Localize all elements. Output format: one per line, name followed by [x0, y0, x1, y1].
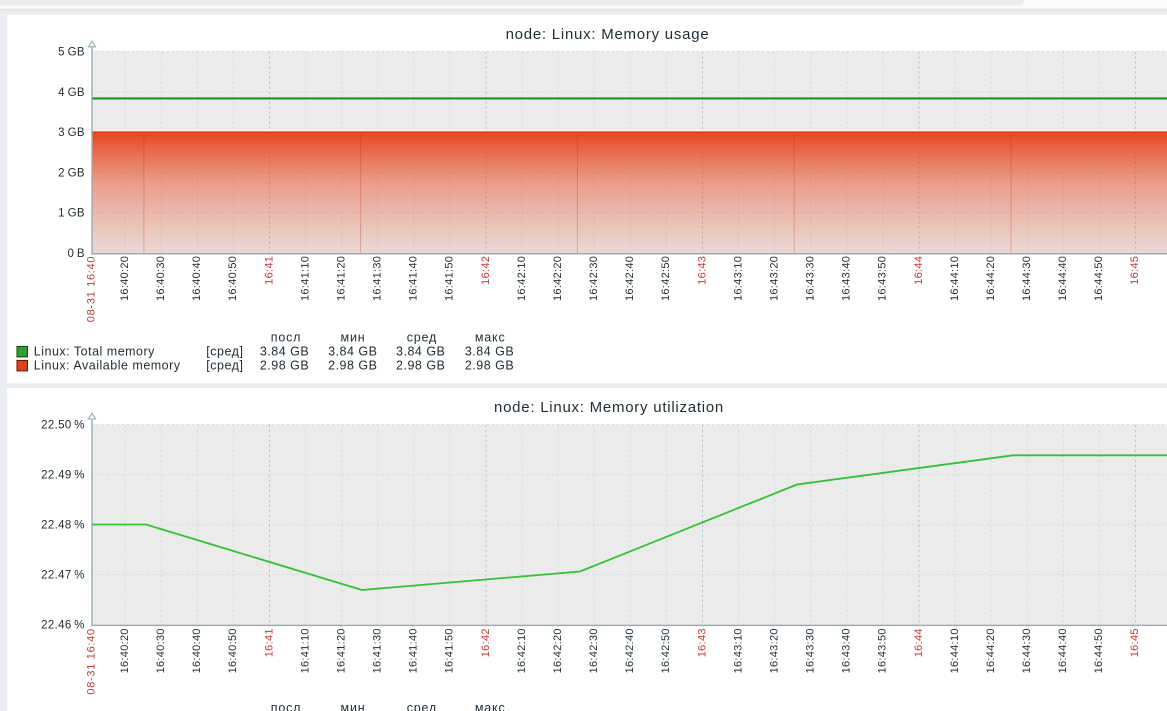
svg-text:16:42:40: 16:42:40 [624, 628, 636, 673]
svg-text:08-31 16:40: 08-31 16:40 [86, 256, 98, 322]
svg-text:5 GB: 5 GB [58, 47, 85, 59]
svg-text:16:43: 16:43 [696, 256, 708, 285]
svg-text:16:44:10: 16:44:10 [949, 256, 961, 301]
svg-text:16:44:40: 16:44:40 [1057, 256, 1069, 301]
svg-text:посл: посл [271, 701, 301, 711]
svg-text:16:42:10: 16:42:10 [516, 628, 528, 673]
svg-text:16:42:50: 16:42:50 [660, 256, 672, 301]
svg-text:16:40:30: 16:40:30 [155, 256, 167, 301]
svg-text:22.47 %: 22.47 % [41, 570, 85, 582]
svg-text:4 GB: 4 GB [58, 87, 85, 99]
svg-text:посл: посл [271, 330, 301, 344]
svg-text:16:43:10: 16:43:10 [732, 628, 744, 673]
svg-text:16:41: 16:41 [263, 628, 275, 657]
svg-text:16:44:50: 16:44:50 [1093, 628, 1105, 673]
svg-text:16:41:40: 16:41:40 [408, 256, 420, 301]
svg-text:22.49 %: 22.49 % [41, 470, 85, 482]
svg-text:16:44:30: 16:44:30 [1021, 628, 1033, 673]
svg-text:16:44: 16:44 [913, 256, 925, 285]
svg-text:16:40:20: 16:40:20 [119, 628, 131, 673]
svg-text:16:43:50: 16:43:50 [877, 256, 889, 301]
svg-text:16:44:30: 16:44:30 [1021, 256, 1033, 301]
svg-text:3 GB: 3 GB [58, 127, 85, 139]
svg-text:16:42:30: 16:42:30 [588, 628, 600, 673]
svg-text:08-31 16:40: 08-31 16:40 [86, 628, 98, 694]
svg-text:16:41:40: 16:41:40 [408, 628, 420, 673]
svg-text:16:42: 16:42 [480, 256, 492, 285]
svg-text:2.98 GB: 2.98 GB [465, 358, 514, 372]
svg-text:16:40:50: 16:40:50 [227, 628, 239, 673]
svg-text:мин: мин [341, 330, 366, 344]
svg-text:[сред]: [сред] [206, 358, 243, 372]
svg-text:16:42:10: 16:42:10 [516, 256, 528, 301]
svg-text:2.98 GB: 2.98 GB [328, 358, 377, 372]
svg-text:16:40:40: 16:40:40 [191, 256, 203, 301]
svg-text:16:44:50: 16:44:50 [1093, 256, 1105, 301]
svg-text:16:41:20: 16:41:20 [336, 628, 348, 673]
svg-text:16:43:10: 16:43:10 [732, 256, 744, 301]
svg-text:[сред]: [сред] [206, 344, 243, 358]
svg-text:16:41:50: 16:41:50 [444, 628, 456, 673]
svg-text:2.98 GB: 2.98 GB [396, 358, 445, 372]
svg-text:Linux: Available memory: Linux: Available memory [34, 358, 181, 372]
svg-text:16:42:20: 16:42:20 [552, 256, 564, 301]
svg-text:16:43:30: 16:43:30 [805, 256, 817, 301]
svg-text:16:44:20: 16:44:20 [985, 628, 997, 673]
svg-text:2.98 GB: 2.98 GB [260, 358, 309, 372]
svg-text:16:42:30: 16:42:30 [588, 256, 600, 301]
svg-text:сред: сред [407, 701, 437, 711]
svg-text:16:44:40: 16:44:40 [1057, 628, 1069, 673]
svg-text:16:40:30: 16:40:30 [155, 628, 167, 673]
svg-text:3.84 GB: 3.84 GB [328, 344, 377, 358]
svg-text:16:45: 16:45 [1129, 256, 1141, 285]
svg-text:16:45: 16:45 [1129, 628, 1141, 657]
svg-text:16:43:20: 16:43:20 [768, 256, 780, 301]
svg-text:16:40:20: 16:40:20 [119, 256, 131, 301]
svg-text:16:44:10: 16:44:10 [949, 628, 961, 673]
svg-text:мин: мин [341, 701, 366, 711]
svg-text:3.84 GB: 3.84 GB [260, 344, 309, 358]
svg-text:16:43: 16:43 [696, 628, 708, 657]
svg-text:16:42:20: 16:42:20 [552, 628, 564, 673]
svg-text:16:43:50: 16:43:50 [877, 628, 889, 673]
svg-text:3.84 GB: 3.84 GB [465, 344, 514, 358]
svg-text:макс: макс [475, 330, 506, 344]
svg-text:16:41:20: 16:41:20 [336, 256, 348, 301]
svg-text:1 GB: 1 GB [58, 208, 85, 220]
svg-text:16:41:50: 16:41:50 [444, 256, 456, 301]
svg-text:сред: сред [407, 330, 437, 344]
svg-text:16:43:40: 16:43:40 [841, 256, 853, 301]
svg-text:Linux: Total memory: Linux: Total memory [34, 344, 155, 358]
svg-text:3.84 GB: 3.84 GB [396, 344, 445, 358]
svg-text:16:42:50: 16:42:50 [660, 628, 672, 673]
svg-text:22.48 %: 22.48 % [41, 520, 85, 532]
svg-text:16:44:20: 16:44:20 [985, 256, 997, 301]
svg-text:16:41:10: 16:41:10 [299, 256, 311, 301]
svg-text:node: Linux: Memory utilizatio: node: Linux: Memory utilization [494, 399, 724, 416]
svg-text:макс: макс [475, 701, 506, 711]
svg-text:16:40:50: 16:40:50 [227, 256, 239, 301]
svg-text:16:42:40: 16:42:40 [624, 256, 636, 301]
svg-text:16:41:30: 16:41:30 [372, 628, 384, 673]
svg-text:16:43:20: 16:43:20 [768, 628, 780, 673]
svg-text:16:44: 16:44 [913, 628, 925, 657]
svg-text:16:43:40: 16:43:40 [841, 628, 853, 673]
svg-text:22.46 %: 22.46 % [41, 620, 85, 632]
svg-text:22.50 %: 22.50 % [41, 420, 85, 432]
svg-text:16:41:10: 16:41:10 [299, 628, 311, 673]
svg-text:16:41: 16:41 [263, 256, 275, 285]
svg-text:16:42: 16:42 [480, 628, 492, 657]
svg-text:16:43:30: 16:43:30 [805, 628, 817, 673]
svg-text:0 B: 0 B [67, 248, 84, 260]
svg-text:16:40:40: 16:40:40 [191, 628, 203, 673]
svg-text:2 GB: 2 GB [58, 167, 85, 179]
svg-text:node: Linux: Memory usage: node: Linux: Memory usage [506, 26, 710, 43]
svg-text:16:41:30: 16:41:30 [372, 256, 384, 301]
